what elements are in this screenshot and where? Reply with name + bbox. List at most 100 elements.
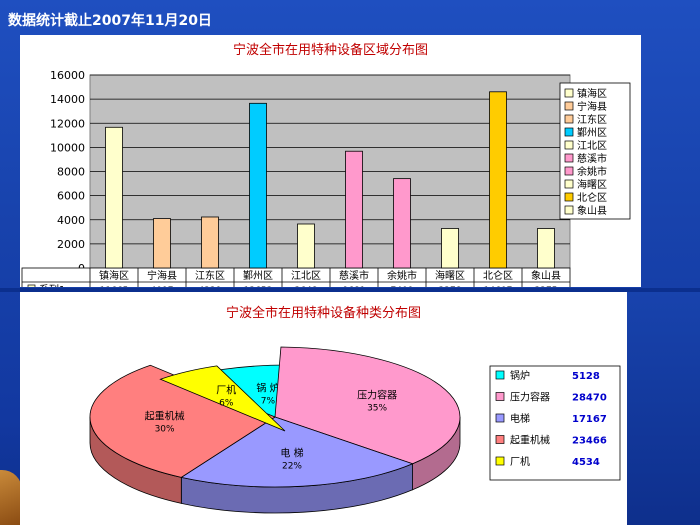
- legend-label: 北仑区: [577, 191, 607, 204]
- bar: [441, 228, 459, 269]
- bar: [537, 228, 555, 269]
- legend-swatch: [564, 127, 574, 137]
- pie-legend-label: 厂机: [510, 455, 530, 468]
- bar: [393, 178, 411, 269]
- data-label: 3648: [295, 286, 318, 287]
- pie-slice: [89, 364, 276, 478]
- y-tick-label: 2000: [57, 238, 85, 251]
- data-label: 13653: [244, 286, 273, 287]
- pie-slice-label: 锅 炉: [256, 383, 279, 395]
- legend-label: 海曙区: [577, 178, 607, 191]
- bar: [105, 126, 123, 269]
- x-tick-label: 镇海区: [99, 269, 129, 282]
- bar: [345, 150, 363, 269]
- pie-legend-label: 电梯: [510, 412, 530, 425]
- y-tick-label: 6000: [57, 190, 85, 203]
- bar-chart-panel: 宁波全市在用特种设备区域分布图 020004000600080001000012…: [20, 35, 641, 287]
- x-tick-label: 象山县: [531, 270, 561, 282]
- pie-legend-swatch: [495, 435, 505, 444]
- bar: [249, 102, 267, 269]
- pie-chart-title: 宁波全市在用特种设备种类分布图: [225, 306, 421, 321]
- x-tick-label: 江北区: [291, 270, 321, 282]
- pie-legend-label: 压力容器: [510, 391, 550, 404]
- x-tick-label: 海曙区: [435, 269, 465, 282]
- y-tick-label: 12000: [50, 117, 85, 130]
- x-tick-label: 鄞州区: [243, 269, 273, 282]
- data-label: 11665: [100, 286, 129, 287]
- pie-slice-percent: 6%: [219, 398, 234, 408]
- corner-decoration: [0, 470, 22, 525]
- pie-slice-label: 起重机械: [145, 409, 185, 422]
- pie-legend-value: 5128: [572, 371, 600, 382]
- y-tick-label: 14000: [50, 93, 85, 106]
- pie-legend-swatch: [495, 413, 505, 423]
- y-tick-label: 8000: [57, 166, 85, 179]
- bar: [153, 218, 171, 269]
- bar-chart: 0200040006000800010000120001400016000系列1…: [21, 69, 631, 287]
- pie-slice-percent: 22%: [282, 462, 302, 472]
- pie-slice-label: 电 梯: [280, 447, 303, 460]
- legend-swatch: [564, 192, 574, 202]
- pie-slice-percent: 35%: [367, 404, 387, 414]
- pie-slice: [274, 346, 461, 465]
- pie-slice-percent: 7%: [261, 397, 276, 407]
- pie-legend-value: 4534: [572, 457, 600, 468]
- legend-swatch: [564, 153, 574, 163]
- data-label: 4097: [151, 286, 174, 287]
- pie-legend-box: [489, 365, 621, 481]
- pie-chart: 锅 炉 7% 压力容器 35% 电 梯 22% 起重机械 30% 厂机 6% 锅炉 5128 压力容器 2…: [89, 346, 621, 514]
- legend-label: 镇海区: [577, 87, 607, 100]
- table-legend-key: [27, 284, 36, 287]
- pie-slice-label: 厂机: [216, 383, 236, 396]
- x-tick-label: 慈溪市: [339, 269, 369, 282]
- pie-legend-label: 锅炉: [510, 370, 530, 382]
- data-label: 4229: [199, 286, 222, 287]
- x-tick-label: 余姚市: [387, 269, 417, 282]
- y-tick-label: 4000: [57, 214, 85, 227]
- legend-swatch: [564, 179, 574, 189]
- legend-label: 宁海县: [577, 100, 607, 113]
- data-label: 3275: [535, 286, 558, 287]
- pie-legend-label: 起重机械: [510, 434, 550, 447]
- table-series-label: 系列1: [39, 283, 65, 287]
- legend-label: 余姚市: [577, 165, 607, 178]
- legend-swatch: [564, 88, 574, 98]
- data-label: 7409: [391, 286, 414, 287]
- pie-slice: [180, 416, 414, 488]
- legend-label: 象山县: [577, 205, 607, 217]
- pie-slice: [159, 365, 286, 432]
- legend-swatch: [564, 140, 574, 150]
- pie-chart-panel: 宁波全市在用特种设备种类分布图 锅 炉 7% 压力容器 35% 电 梯 22% 起重机械 30…: [20, 292, 627, 525]
- slide-title: 数据统计截止2007年11月20日: [8, 13, 212, 29]
- legend-swatch: [564, 101, 574, 111]
- bar: [201, 216, 219, 269]
- bar-chart-title: 宁波全市在用特种设备区域分布图: [232, 43, 428, 58]
- legend-label: 江东区: [577, 113, 607, 126]
- bar: [489, 91, 507, 269]
- y-tick-label: 16000: [50, 69, 85, 82]
- bar: [297, 223, 315, 269]
- panel-divider: [0, 288, 700, 292]
- pie-legend-value: 17167: [572, 414, 607, 425]
- pie-legend-value: 23466: [572, 436, 607, 447]
- x-tick-label: 宁海县: [147, 269, 177, 282]
- legend-swatch: [564, 114, 574, 124]
- pie-slice-percent: 30%: [155, 424, 175, 434]
- pie-legend-value: 28470: [572, 393, 607, 404]
- data-label: 3278: [439, 286, 462, 287]
- x-tick-label: 江东区: [195, 269, 225, 282]
- y-tick-label: 10000: [50, 141, 85, 154]
- right-decoration: [627, 292, 700, 525]
- legend-swatch: [564, 166, 574, 176]
- pie-legend-swatch: [495, 392, 505, 401]
- legend-label: 慈溪市: [577, 152, 607, 165]
- pie-legend-swatch: [495, 456, 505, 466]
- pie-slice-label: 压力容器: [357, 389, 397, 402]
- x-tick-label: 北仑区: [483, 269, 513, 282]
- data-label: 14607: [484, 286, 513, 287]
- legend-label: 江北区: [577, 140, 607, 152]
- legend-label: 鄞州区: [577, 126, 607, 139]
- legend-swatch: [564, 205, 574, 215]
- data-label: 9681: [343, 286, 366, 287]
- pie-legend-swatch: [495, 370, 505, 380]
